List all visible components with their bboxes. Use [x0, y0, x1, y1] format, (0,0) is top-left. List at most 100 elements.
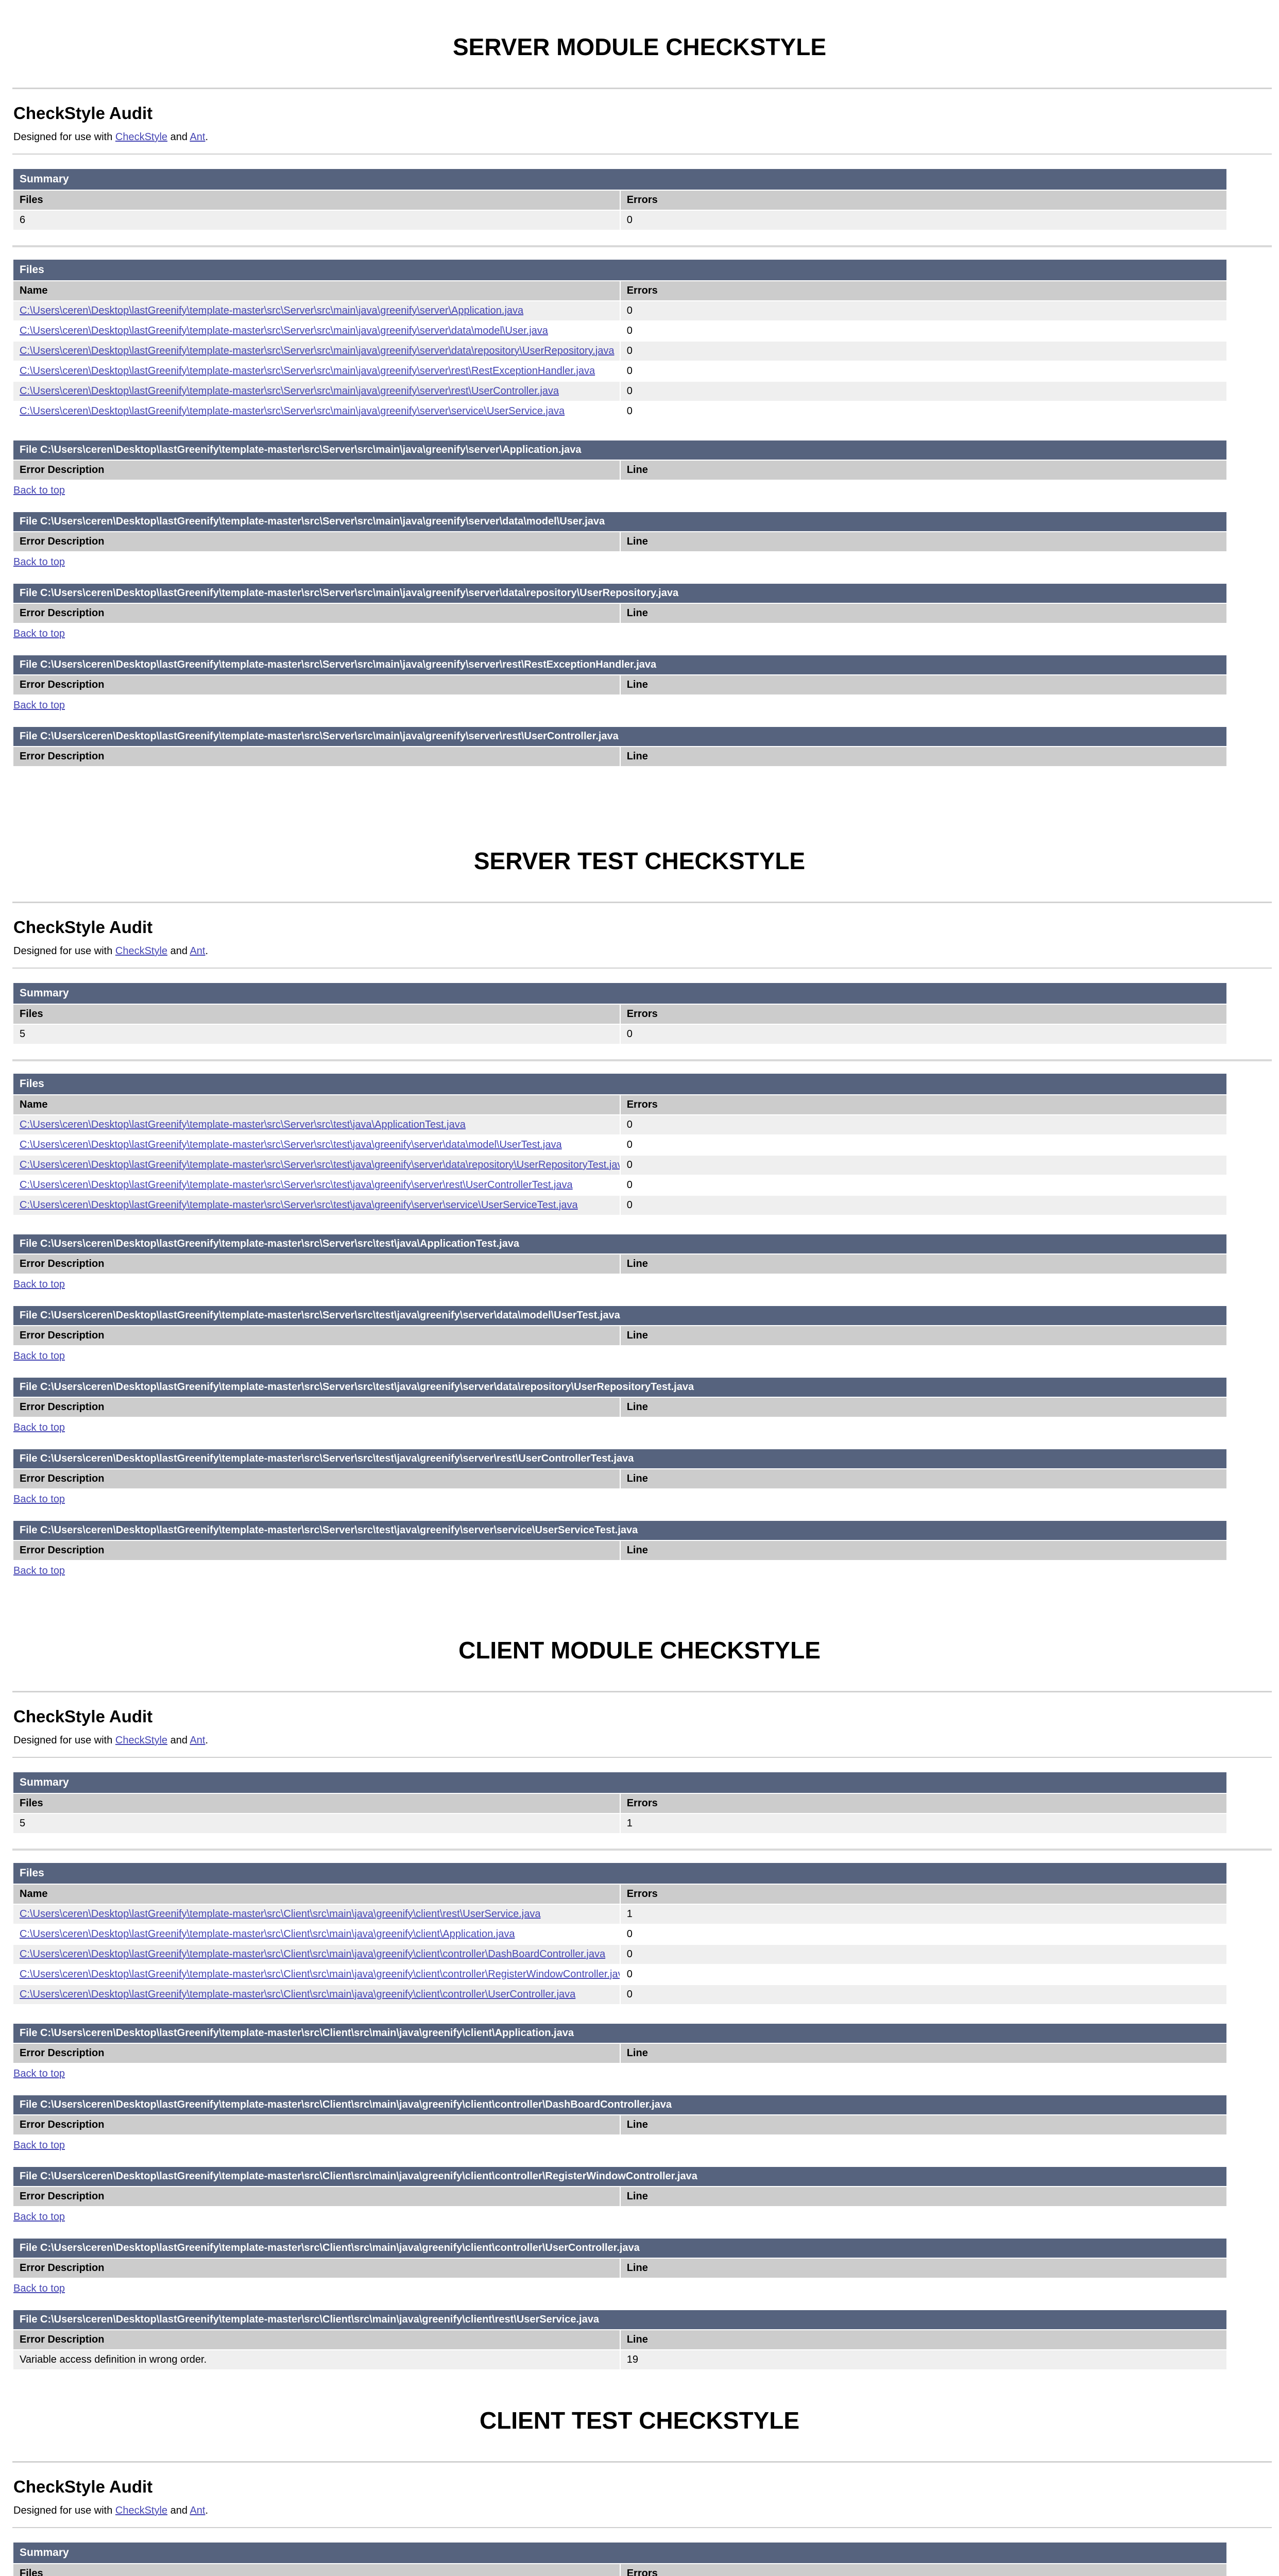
files-column-header-row: Name Errors: [13, 1885, 1227, 1904]
file-link[interactable]: C:\Users\ceren\Desktop\lastGreenify\temp…: [20, 1139, 562, 1150]
report-container: CheckStyle Audit Designed for use with C…: [12, 1691, 1272, 2370]
back-to-top-link[interactable]: Back to top: [13, 1565, 65, 1577]
back-to-top-link[interactable]: Back to top: [13, 1350, 65, 1362]
detail-column-header-row: Error Description Line: [13, 675, 1227, 694]
file-link[interactable]: C:\Users\ceren\Desktop\lastGreenify\temp…: [20, 1928, 515, 1940]
file-detail: File C:\Users\ceren\Desktop\lastGreenify…: [12, 439, 1272, 497]
period-text: .: [205, 1735, 209, 1746]
file-detail: File C:\Users\ceren\Desktop\lastGreenify…: [12, 1448, 1272, 1505]
back-to-top-link[interactable]: Back to top: [13, 1279, 65, 1290]
detail-file-header: File C:\Users\ceren\Desktop\lastGreenify…: [13, 1449, 1227, 1468]
name-col-header: Name: [13, 1095, 620, 1114]
detail-table: File C:\Users\ceren\Desktop\lastGreenify…: [12, 583, 1227, 624]
audit-heading: CheckStyle Audit: [13, 918, 153, 937]
line-col-header: Line: [620, 1398, 1227, 1417]
file-name-cell: C:\Users\ceren\Desktop\lastGreenify\temp…: [13, 1136, 620, 1155]
file-name-cell: C:\Users\ceren\Desktop\lastGreenify\temp…: [13, 1156, 620, 1175]
file-link[interactable]: C:\Users\ceren\Desktop\lastGreenify\temp…: [20, 325, 548, 336]
file-row: C:\Users\ceren\Desktop\lastGreenify\temp…: [13, 1905, 1227, 1924]
file-link[interactable]: C:\Users\ceren\Desktop\lastGreenify\temp…: [20, 385, 559, 397]
details: File C:\Users\ceren\Desktop\lastGreenify…: [12, 439, 1272, 767]
file-link[interactable]: C:\Users\ceren\Desktop\lastGreenify\temp…: [20, 1199, 578, 1211]
file-link[interactable]: C:\Users\ceren\Desktop\lastGreenify\temp…: [20, 1119, 466, 1130]
checkstyle-link[interactable]: CheckStyle: [115, 1735, 168, 1746]
detail-header-row: File C:\Users\ceren\Desktop\lastGreenify…: [13, 512, 1227, 531]
detail-table: File C:\Users\ceren\Desktop\lastGreenify…: [12, 726, 1227, 767]
back-to-top-link[interactable]: Back to top: [13, 2211, 65, 2223]
file-link[interactable]: C:\Users\ceren\Desktop\lastGreenify\temp…: [20, 345, 615, 357]
error-row: Variable access definition in wrong orde…: [13, 2350, 1227, 2369]
detail-file-header: File C:\Users\ceren\Desktop\lastGreenify…: [13, 440, 1227, 460]
summary-errors-value: 0: [620, 211, 1227, 230]
error-desc-col-header: Error Description: [13, 532, 620, 551]
detail-header-row: File C:\Users\ceren\Desktop\lastGreenify…: [13, 584, 1227, 603]
file-row: C:\Users\ceren\Desktop\lastGreenify\temp…: [13, 1945, 1227, 1964]
line-col-header: Line: [620, 2115, 1227, 2134]
detail-table: File C:\Users\ceren\Desktop\lastGreenify…: [12, 1305, 1227, 1346]
file-detail: File C:\Users\ceren\Desktop\lastGreenify…: [12, 583, 1272, 640]
file-row: C:\Users\ceren\Desktop\lastGreenify\temp…: [13, 301, 1227, 320]
back-to-top-link[interactable]: Back to top: [13, 556, 65, 568]
file-errors-count: 0: [620, 1115, 1227, 1134]
summary-header: Summary: [13, 983, 1227, 1004]
file-link[interactable]: C:\Users\ceren\Desktop\lastGreenify\temp…: [20, 1179, 573, 1191]
checkstyle-link[interactable]: CheckStyle: [115, 945, 168, 957]
file-detail: File C:\Users\ceren\Desktop\lastGreenify…: [12, 1377, 1272, 1434]
back-to-top-link[interactable]: Back to top: [13, 485, 65, 496]
detail-column-header-row: Error Description Line: [13, 2115, 1227, 2134]
summary-table: Summary Files Errors 2 0: [12, 2541, 1227, 2576]
checkstyle-link[interactable]: CheckStyle: [115, 131, 168, 143]
ant-link[interactable]: Ant: [190, 131, 206, 143]
back-to-top-link[interactable]: Back to top: [13, 2283, 65, 2294]
file-name-cell: C:\Users\ceren\Desktop\lastGreenify\temp…: [13, 342, 620, 361]
detail-table: File C:\Users\ceren\Desktop\lastGreenify…: [12, 1520, 1227, 1561]
detail-table: File C:\Users\ceren\Desktop\lastGreenify…: [12, 1448, 1227, 1489]
back-to-top-link[interactable]: Back to top: [13, 628, 65, 639]
summary-column-header-row: Files Errors: [13, 1005, 1227, 1024]
file-row: C:\Users\ceren\Desktop\lastGreenify\temp…: [13, 1176, 1226, 1195]
file-link[interactable]: C:\Users\ceren\Desktop\lastGreenify\temp…: [20, 1989, 576, 2000]
file-name-cell: C:\Users\ceren\Desktop\lastGreenify\temp…: [13, 301, 620, 320]
file-link[interactable]: C:\Users\ceren\Desktop\lastGreenify\temp…: [20, 405, 565, 417]
file-row: C:\Users\ceren\Desktop\lastGreenify\temp…: [13, 1925, 1226, 1944]
file-link[interactable]: C:\Users\ceren\Desktop\lastGreenify\temp…: [20, 1908, 541, 1920]
detail-header-row: File C:\Users\ceren\Desktop\lastGreenify…: [13, 2024, 1227, 2043]
file-link[interactable]: C:\Users\ceren\Desktop\lastGreenify\temp…: [20, 305, 524, 316]
ant-link[interactable]: Ant: [190, 2505, 206, 2516]
files-table: Files Name Errors C:\Users\ceren\Desktop…: [12, 1073, 1227, 1216]
designed-line: Designed for use with CheckStyle and Ant…: [13, 2505, 1272, 2517]
back-to-top-link[interactable]: Back to top: [13, 2140, 65, 2151]
error-desc-col-header: Error Description: [13, 1541, 620, 1560]
line-col-header: Line: [620, 1255, 1227, 1274]
detail-table: File C:\Users\ceren\Desktop\lastGreenify…: [12, 654, 1227, 696]
summary-header-row: Summary: [13, 2543, 1227, 2563]
summary-value-row: 5 1: [13, 1814, 1227, 1833]
file-link[interactable]: C:\Users\ceren\Desktop\lastGreenify\temp…: [20, 365, 595, 377]
designed-line: Designed for use with CheckStyle and Ant…: [13, 131, 1272, 143]
detail-header-row: File C:\Users\ceren\Desktop\lastGreenify…: [13, 1449, 1227, 1468]
file-detail: File C:\Users\ceren\Desktop\lastGreenify…: [12, 2309, 1272, 2370]
errors-col-header: Errors: [620, 1794, 1227, 1813]
ant-link[interactable]: Ant: [190, 1735, 206, 1746]
checkstyle-link[interactable]: CheckStyle: [115, 2505, 168, 2516]
file-link[interactable]: C:\Users\ceren\Desktop\lastGreenify\temp…: [20, 1969, 620, 1980]
file-row: C:\Users\ceren\Desktop\lastGreenify\temp…: [13, 1196, 1227, 1215]
back-to-top-link[interactable]: Back to top: [13, 1422, 65, 1433]
line-col-header: Line: [620, 532, 1227, 551]
file-link[interactable]: C:\Users\ceren\Desktop\lastGreenify\temp…: [20, 1159, 620, 1171]
designed-prefix-text: Designed for use with: [13, 1735, 115, 1746]
checkstyle-report-page: SERVER MODULE CHECKSTYLE CheckStyle Audi…: [0, 33, 1279, 2576]
summary-header: Summary: [13, 1772, 1227, 1793]
back-to-top-link[interactable]: Back to top: [13, 2068, 65, 2079]
back-to-top-link[interactable]: Back to top: [13, 700, 65, 711]
ant-link[interactable]: Ant: [190, 945, 206, 957]
back-to-top-link[interactable]: Back to top: [13, 1494, 65, 1505]
file-row: C:\Users\ceren\Desktop\lastGreenify\temp…: [13, 1965, 1226, 1984]
files-table-body: C:\Users\ceren\Desktop\lastGreenify\temp…: [13, 1905, 1227, 2004]
summary-files-value: 6: [13, 211, 620, 230]
file-link[interactable]: C:\Users\ceren\Desktop\lastGreenify\temp…: [20, 1948, 606, 1960]
report-container: CheckStyle Audit Designed for use with C…: [12, 902, 1272, 1577]
errors-col-header: Errors: [620, 191, 1227, 210]
detail-column-header-row: Error Description Line: [13, 1255, 1227, 1274]
detail-header-row: File C:\Users\ceren\Desktop\lastGreenify…: [13, 2095, 1227, 2114]
